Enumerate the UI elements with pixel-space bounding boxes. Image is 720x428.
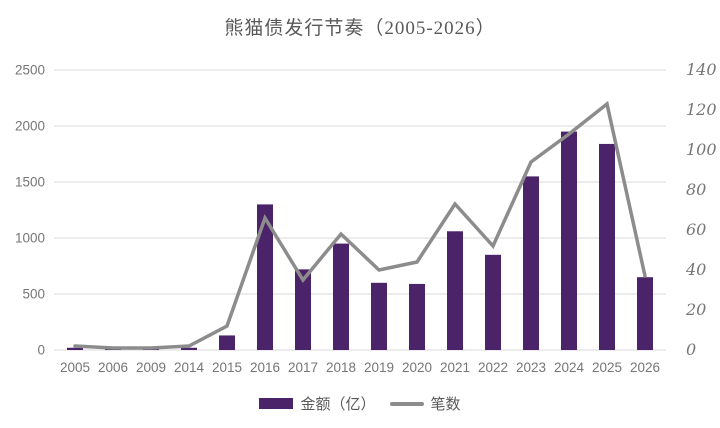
right-axis-tick-label: 20: [685, 300, 706, 319]
amount-bar-2020: [409, 283, 425, 350]
left-axis-tick-label: 1500: [15, 175, 45, 190]
amount-bar-2014: [181, 347, 197, 350]
chart-legend: 金额（亿） 笔数: [0, 393, 720, 414]
right-axis-tick-label: 0: [686, 340, 696, 359]
amount-bar-2017: [295, 269, 311, 350]
x-axis-label-2021: 2021: [440, 360, 470, 375]
right-axis-tick-label: 100: [686, 140, 717, 159]
left-axis-tick-label: 0: [37, 343, 45, 358]
x-axis-label-2017: 2017: [288, 360, 318, 375]
count-line: [73, 100, 647, 350]
left-axis-tick-label: 1000: [15, 231, 45, 246]
left-axis-tick-label: 2500: [15, 63, 45, 78]
x-axis-label-2016: 2016: [250, 360, 280, 375]
x-axis-label-2015: 2015: [212, 360, 242, 375]
amount-bar-2021: [447, 231, 463, 350]
amount-bar-2024: [561, 131, 577, 350]
right-axis-tick-label: 40: [685, 260, 706, 279]
amount-bar-2016: [257, 204, 273, 350]
amount-bar-2023: [523, 176, 539, 350]
x-axis-label-2022: 2022: [478, 360, 508, 375]
x-axis-label-2006: 2006: [98, 360, 128, 375]
legend-label-amount: 金额（亿）: [300, 397, 376, 413]
legend-label-count: 笔数: [430, 397, 461, 413]
legend-item-amount: 金额（亿）: [259, 393, 376, 414]
x-axis-label-2018: 2018: [326, 360, 356, 375]
right-axis-tick-label: 120: [686, 100, 717, 119]
x-axis-label-2014: 2014: [174, 360, 205, 375]
amount-bar-swatch: [259, 398, 294, 409]
x-axis-label-2009: 2009: [136, 360, 166, 375]
amount-bar-2026: [637, 277, 653, 350]
x-axis-label-2024: 2024: [554, 360, 585, 375]
right-axis-tick-label: 140: [686, 60, 717, 79]
amount-bar-2025: [599, 143, 615, 350]
chart-title: 熊猫债发行节奏（2005-2026）: [224, 18, 496, 39]
left-axis-tick-label: 2000: [15, 119, 45, 134]
amount-bar-2018: [333, 243, 349, 350]
right-axis-tick-label: 60: [686, 220, 706, 239]
left-axis-tick-label: 500: [22, 287, 45, 302]
x-axis-label-2025: 2025: [592, 360, 622, 375]
x-axis-label-2023: 2023: [516, 360, 546, 375]
legend-item-count: 笔数: [389, 393, 461, 414]
x-axis-label-2020: 2020: [402, 360, 432, 375]
amount-bar-2015: [219, 335, 235, 350]
amount-bar-2019: [371, 282, 387, 350]
x-axis-label-2005: 2005: [60, 360, 90, 375]
count-line-swatch: [389, 401, 424, 406]
x-axis-label-2019: 2019: [364, 360, 394, 375]
amount-bar-2005: [67, 347, 83, 350]
right-axis-tick-label: 80: [686, 180, 706, 199]
amount-bar-2022: [485, 254, 501, 350]
x-axis-label-2026: 2026: [630, 360, 660, 375]
